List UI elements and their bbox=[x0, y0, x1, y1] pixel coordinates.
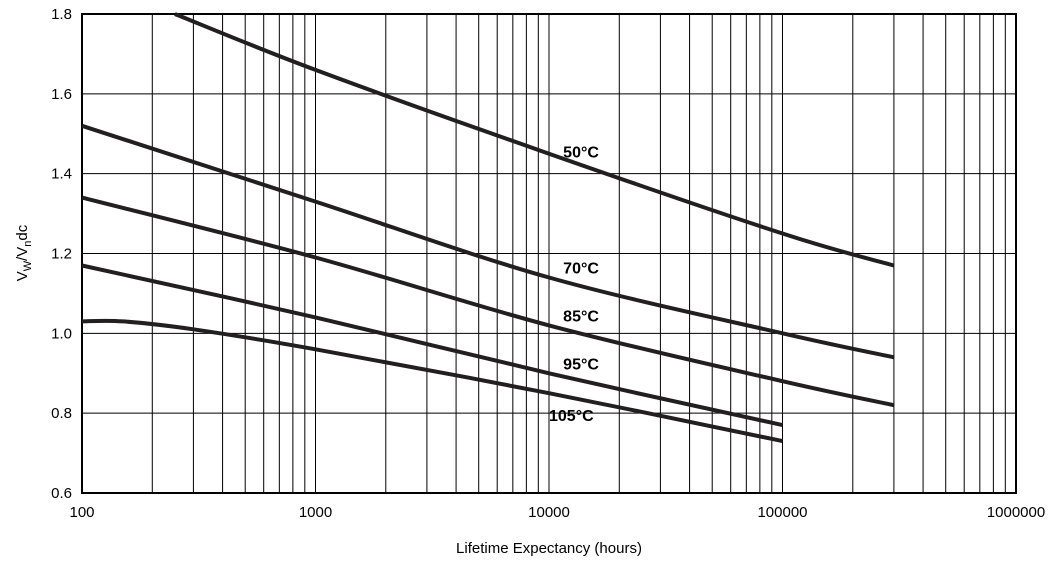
y-tick-label: 1.4 bbox=[51, 166, 72, 183]
series-label-5: 105°C bbox=[549, 408, 594, 425]
series-line-1 bbox=[174, 12, 895, 268]
series-label-1: 50°C bbox=[563, 145, 599, 162]
y-tick-label: 1.8 bbox=[51, 6, 72, 23]
y-tick-label: 1.0 bbox=[51, 325, 72, 342]
x-tick-label: 100000 bbox=[757, 504, 807, 521]
y-axis-label-mid: /V bbox=[14, 247, 31, 261]
y-tick-label: 0.8 bbox=[51, 405, 72, 422]
series-line-2 bbox=[81, 123, 895, 360]
y-axis-label-tail: dc bbox=[14, 224, 31, 240]
y-tick-labels: 0.6 0.8 1.0 1.2 1.4 1.6 1.8 bbox=[51, 6, 72, 502]
x-tick-label: 1000000 bbox=[987, 504, 1045, 521]
y-tick-label: 1.6 bbox=[51, 86, 72, 103]
x-tick-label: 1000 bbox=[299, 504, 332, 521]
series-line-3 bbox=[81, 195, 895, 408]
x-tick-label: 100 bbox=[69, 504, 94, 521]
x-axis-label: Lifetime Expectancy (hours) bbox=[456, 540, 642, 557]
y-tick-label: 1.2 bbox=[51, 246, 72, 263]
series-label-2: 70°C bbox=[563, 260, 599, 277]
y-axis-label: VW/Vndc bbox=[14, 224, 34, 281]
series-line-4 bbox=[81, 263, 783, 428]
series-label-4: 95°C bbox=[563, 356, 599, 373]
series-labels: 50°C 70°C 85°C 95°C 105°C bbox=[549, 145, 599, 425]
x-tick-labels: 100 1000 10000 100000 1000000 bbox=[69, 504, 1045, 521]
series-line-5 bbox=[81, 318, 783, 444]
series-curves bbox=[81, 12, 895, 444]
plot-frame bbox=[81, 13, 1017, 494]
x-tick-label: 10000 bbox=[528, 504, 570, 521]
y-axis-label-sub1: W bbox=[22, 260, 34, 271]
y-axis-label-main: V bbox=[14, 271, 31, 281]
y-tick-label: 0.6 bbox=[51, 485, 72, 502]
series-label-3: 85°C bbox=[563, 308, 599, 325]
y-axis-label-sub2: n bbox=[22, 241, 34, 247]
